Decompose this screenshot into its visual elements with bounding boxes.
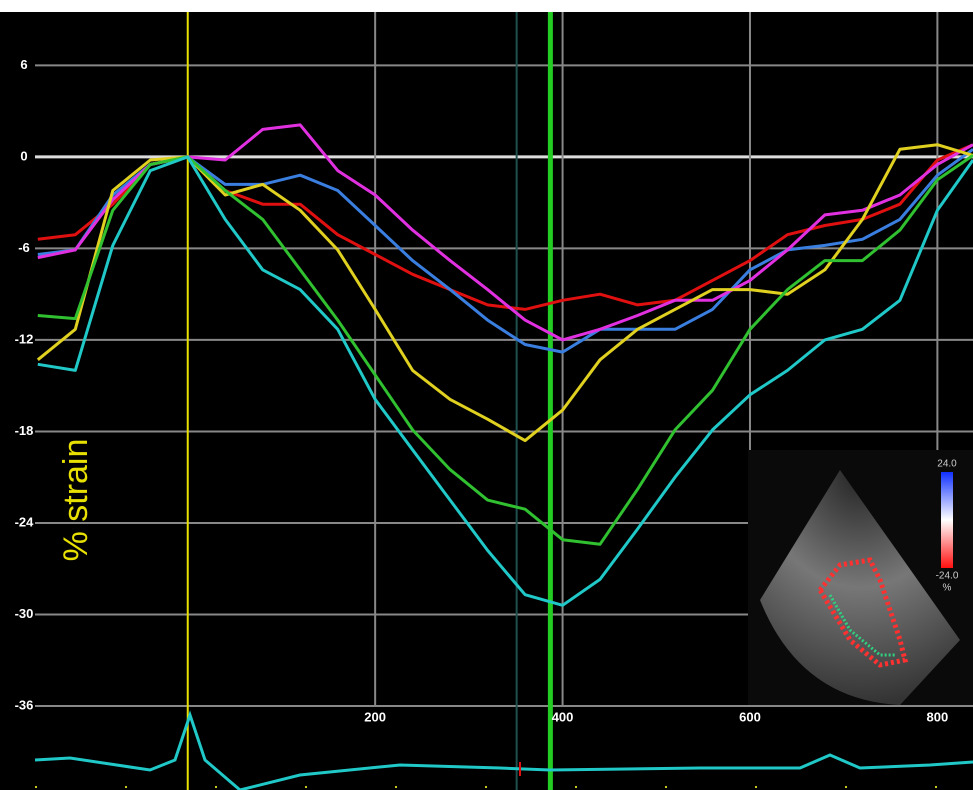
x-tick-label: 600 — [739, 709, 761, 724]
color-bar-unit: % — [943, 583, 952, 594]
y-tick-label: 0 — [20, 148, 27, 163]
y-tick-label: -30 — [15, 606, 34, 621]
echo-inset: 24.0 -24.0 % — [748, 450, 973, 705]
y-tick-label: -6 — [18, 240, 30, 255]
x-tick-label: 800 — [927, 709, 949, 724]
y-tick-label: 6 — [20, 57, 27, 72]
y-tick-label: -24 — [15, 514, 35, 529]
y-tick-label: -36 — [15, 697, 34, 712]
y-tick-label: -12 — [15, 331, 34, 346]
chart: 24.0 -24.0 % % strain 6 0 -6 -12 -18 -24 -30 -3… — [0, 0, 973, 790]
color-bar-min: -24.0 — [936, 571, 959, 582]
x-tick-label: 200 — [364, 709, 386, 724]
y-axis-label: % strain — [57, 439, 95, 562]
color-bar — [941, 472, 953, 568]
x-tick-label: 400 — [552, 709, 574, 724]
color-bar-max: 24.0 — [937, 459, 957, 470]
page: {"chart_data": { "type": "line", "y_labe… — [0, 0, 973, 790]
y-tick-label: -18 — [15, 423, 34, 438]
